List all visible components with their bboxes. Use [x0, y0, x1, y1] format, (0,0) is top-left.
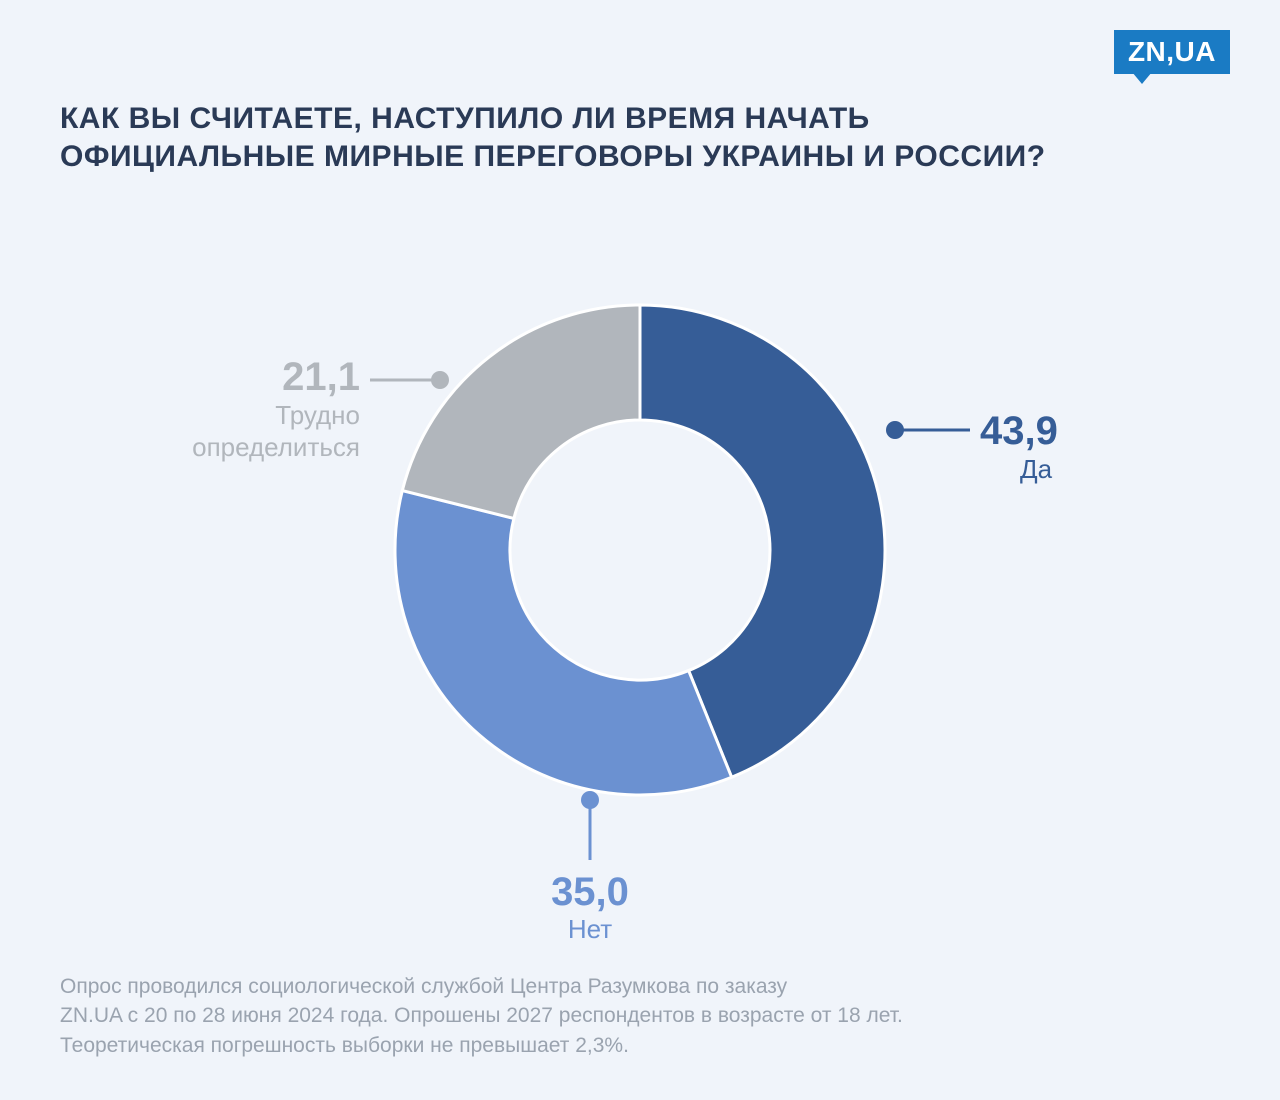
donut-chart: 43,9Да35,0Нет21,1Трудноопределиться — [0, 220, 1280, 940]
callout-label-unsure-1: Трудно — [275, 400, 360, 430]
callout-dot-yes — [886, 421, 904, 439]
footnote-line-3: Теоретическая погрешность выборки не пре… — [60, 1031, 1220, 1060]
chart-title: КАК ВЫ СЧИТАЕТЕ, НАСТУПИЛО ЛИ ВРЕМЯ НАЧА… — [60, 100, 1220, 175]
callout-label-unsure-2: определиться — [192, 432, 360, 462]
donut-segment-no — [395, 491, 732, 795]
logo-badge: ZN,UA — [1114, 30, 1230, 74]
callout-label-no: Нет — [568, 914, 612, 944]
title-line-1: КАК ВЫ СЧИТАЕТЕ, НАСТУПИЛО ЛИ ВРЕМЯ НАЧА… — [60, 100, 1220, 138]
callout-label-yes: Да — [1020, 454, 1053, 484]
callout-value-unsure: 21,1 — [282, 355, 360, 399]
footnote: Опрос проводился социологической службой… — [60, 972, 1220, 1060]
donut-svg: 43,9Да 35,0Нет 21,1Трудноопределиться — [0, 220, 1280, 980]
callout-value-yes: 43,9 — [980, 409, 1058, 453]
callout-dot-unsure — [431, 371, 449, 389]
footnote-line-2: ZN.UA с 20 по 28 июня 2024 года. Опрошен… — [60, 1001, 1220, 1030]
callout-dot-no — [581, 791, 599, 809]
footnote-line-1: Опрос проводился социологической службой… — [60, 972, 1220, 1001]
callout-value-no: 35,0 — [551, 870, 629, 914]
title-line-2: ОФИЦИАЛЬНЫЕ МИРНЫЕ ПЕРЕГОВОРЫ УКРАИНЫ И … — [60, 138, 1220, 176]
donut-segment-unsure — [402, 305, 640, 518]
